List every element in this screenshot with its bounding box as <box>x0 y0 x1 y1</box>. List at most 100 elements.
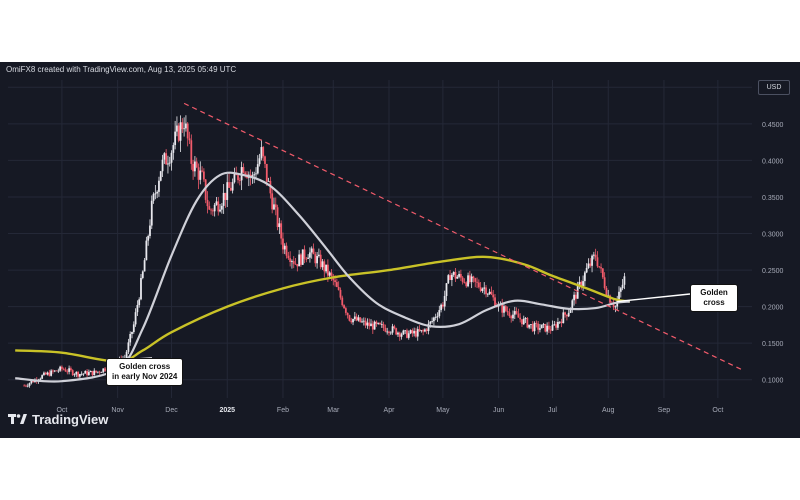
x-tick-label: Apr <box>384 407 396 414</box>
currency-badge[interactable]: USD <box>758 80 790 95</box>
candle-body <box>197 167 200 180</box>
candle-body <box>298 254 301 267</box>
candle-body <box>431 321 434 322</box>
candle-body <box>434 317 437 319</box>
x-tick-label: Jun <box>493 407 504 414</box>
candle-body <box>456 276 459 279</box>
candle-body <box>346 312 349 316</box>
chart-canvas: 0.1000 0.1500 0.2000 0.2500 0.3000 0.3500 0.40… <box>8 80 784 414</box>
candle-body <box>533 322 536 332</box>
candle-body <box>458 274 460 277</box>
candle-body <box>454 271 457 279</box>
candle-body <box>398 332 401 337</box>
candle-body <box>420 330 423 332</box>
candle-body <box>314 254 317 264</box>
x-tick-label: Sep <box>658 407 671 414</box>
candle-body <box>158 180 160 192</box>
candle-body <box>513 311 516 315</box>
candle-body <box>185 123 187 129</box>
candle-body <box>59 366 62 371</box>
candle-body <box>71 370 74 375</box>
annotation-golden-cross-aug: Golden cross <box>690 284 738 312</box>
candle-body <box>352 318 354 323</box>
x-tick-label: Nov <box>111 407 124 414</box>
candle-body <box>267 180 270 182</box>
candle-body <box>226 182 229 200</box>
candle-body <box>558 321 561 323</box>
candle-body <box>46 372 49 375</box>
candle-body <box>506 310 509 313</box>
tradingview-logo-icon <box>8 412 28 426</box>
x-tick-label: Dec <box>165 407 178 414</box>
candle-body <box>43 372 45 376</box>
candle-body <box>379 322 381 325</box>
candle-body <box>546 325 549 332</box>
tradingview-logo-text: TradingView <box>32 411 109 427</box>
candle-body <box>251 175 254 177</box>
candle-body <box>303 249 306 259</box>
candle-body <box>168 162 171 164</box>
candle-body <box>64 369 67 372</box>
y-tick-label: 0.2000 <box>762 305 784 312</box>
candle-body <box>62 368 65 370</box>
candle-body <box>623 276 626 285</box>
candle-body <box>154 193 157 195</box>
candle-body <box>292 261 295 264</box>
annotation-line: Golden <box>700 288 728 297</box>
candle-body <box>564 312 567 315</box>
candle-body <box>366 322 369 326</box>
candle-body <box>364 320 367 326</box>
candle-body <box>89 370 92 373</box>
candle-body <box>68 368 71 372</box>
candle-body <box>348 315 351 321</box>
candle-body <box>325 264 327 272</box>
candle-body <box>163 153 166 160</box>
annotation-line: Golden cross <box>119 362 171 371</box>
x-axis-labels: Oct Nov Dec 2025 Feb Mar Apr May Jun Jul Aug Sep Oct <box>56 407 723 414</box>
candle-body <box>287 255 290 259</box>
grid-layer <box>8 80 752 398</box>
y-tick-label: 0.1500 <box>762 341 784 348</box>
candle-body <box>621 284 624 289</box>
y-tick-label: 0.4500 <box>762 122 784 129</box>
candle-body <box>294 263 297 265</box>
candle-body <box>95 370 97 373</box>
candle-body <box>540 324 543 329</box>
candle-body <box>39 378 42 381</box>
candle-body <box>136 305 139 313</box>
y-tick-label: 0.3000 <box>762 232 784 239</box>
candle-body <box>591 255 593 266</box>
callout-pointers <box>130 293 691 360</box>
candle-body <box>132 324 135 332</box>
candle-body <box>91 370 94 376</box>
candle-body <box>309 252 311 258</box>
candle-body <box>395 328 398 335</box>
candle-body <box>44 372 47 375</box>
candle-body <box>463 282 466 283</box>
candle-body <box>177 125 180 141</box>
x-tick-label: Oct <box>712 407 723 414</box>
candle-body <box>30 380 33 384</box>
candle-body <box>391 326 394 333</box>
candle-body <box>283 245 286 250</box>
candle-body <box>504 306 507 311</box>
candle-body <box>301 249 304 265</box>
candle-body <box>612 304 615 308</box>
candle-body <box>373 321 376 330</box>
candle-body <box>152 193 155 201</box>
candle-body <box>583 272 586 282</box>
candle-body <box>357 317 360 321</box>
candle-body <box>219 209 221 212</box>
candle-body <box>193 161 196 172</box>
candle-body <box>134 312 137 325</box>
candle-body <box>87 372 90 376</box>
candle-body <box>553 324 556 326</box>
candle-body <box>23 385 26 387</box>
candle-body <box>93 370 96 376</box>
descending-trendline <box>183 102 744 371</box>
candle-body <box>102 368 105 373</box>
candle-body <box>156 191 159 194</box>
candle-body <box>515 311 518 314</box>
candle-body <box>371 323 374 330</box>
candle-body <box>337 286 340 290</box>
